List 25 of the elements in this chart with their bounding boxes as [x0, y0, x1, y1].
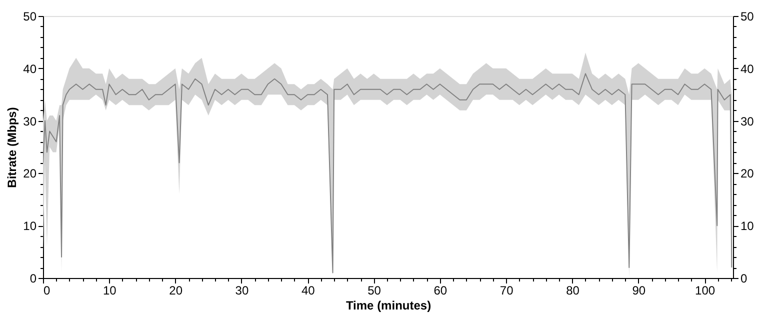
- x-tick-label: 70: [500, 284, 514, 298]
- x-axis-title: Time (minutes): [346, 298, 432, 312]
- x-tick-label: 20: [169, 284, 183, 298]
- y-tick-label: 10: [23, 219, 37, 234]
- x-tick-label: 0: [44, 284, 50, 298]
- x-tick-label: 40: [301, 284, 316, 298]
- x-tick-label: 100: [695, 284, 716, 298]
- x-tick-label: 10: [102, 284, 117, 298]
- y2-tick-label: 40: [740, 62, 754, 76]
- y2-tick-label: 20: [740, 166, 754, 181]
- y2-tick-label: 50: [740, 10, 754, 24]
- x-tick-label: 90: [632, 284, 646, 298]
- x-tick-label: 80: [566, 284, 580, 298]
- y-axis-title: Bitrate (Mbps): [5, 107, 20, 188]
- x-tick-label: 60: [434, 284, 448, 298]
- y2-tick-label: 30: [740, 114, 754, 128]
- y-tick-label: 30: [23, 114, 37, 128]
- y2-tick-label: 0: [740, 272, 748, 286]
- y-tick-label: 40: [23, 62, 37, 76]
- y-tick-label: 20: [23, 166, 37, 181]
- y2-tick-label: 10: [740, 219, 754, 234]
- y-tick-label: 0: [30, 272, 37, 286]
- x-tick-label: 30: [235, 284, 249, 298]
- x-tick-label: 50: [368, 284, 382, 298]
- y-tick-label: 50: [23, 10, 37, 24]
